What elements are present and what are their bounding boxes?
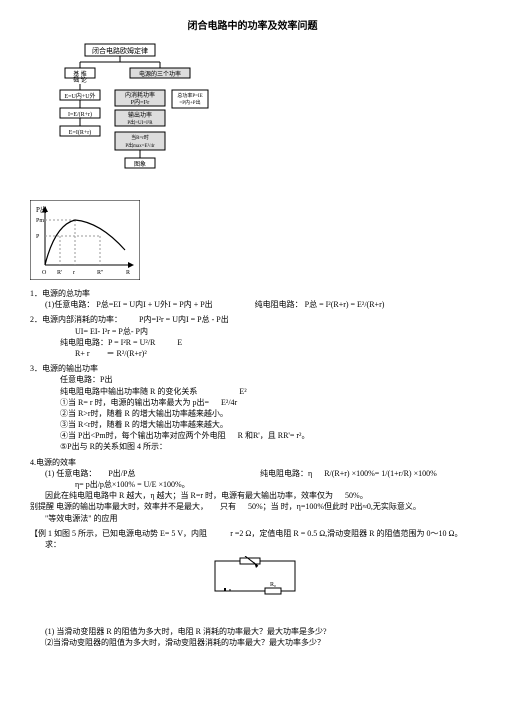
s4-l1rf2: 1/(1+r/R) ×100% xyxy=(381,469,436,478)
svg-text:总功率P=IE: 总功率P=IE xyxy=(177,92,202,99)
s3-head: 3．电源的输出功率 xyxy=(30,363,475,374)
fc-top: 闭合电路欧姆定律 xyxy=(92,46,148,55)
s4-l3m: 只有 xyxy=(220,502,236,511)
svg-text:P出=UI=I²R: P出=UI=I²R xyxy=(127,119,153,126)
s4-l1r: 纯电阻电路：η xyxy=(260,469,312,478)
svg-text:P出max=E²/4r: P出max=E²/4r xyxy=(125,142,155,149)
s2-l2a: UI= EI- I²r = P总- P内 xyxy=(75,326,475,337)
ex-head: 【例 1 如图 5 所示，已知电源电动势 E= 5 V，内阻 xyxy=(30,528,230,539)
svg-text:R: R xyxy=(126,270,130,276)
s4-l1m: P出/P总 xyxy=(108,469,135,478)
s4-l1l: (1) 任意电路： xyxy=(45,469,96,478)
s4-head: 4.电源的效率 xyxy=(30,457,475,468)
svg-text:E=U内+U外: E=U内+U外 xyxy=(64,92,95,100)
s3-i3: ③当 R<r时，随着 R 的增大输出功率越来越大。 xyxy=(60,419,475,430)
s1-l1l: (1)任意电路： xyxy=(45,300,94,309)
circuit-diagram: R₀ xyxy=(210,556,300,596)
svg-text:O: O xyxy=(42,270,47,276)
svg-text:E=I(R+r): E=I(R+r) xyxy=(69,129,91,136)
svg-text:R': R' xyxy=(57,270,62,276)
s3-i1: ①当 R= r 时，电源的输出功率最大为 p出= xyxy=(60,398,209,407)
svg-text:I=E/(R+r): I=E/(R+r) xyxy=(68,111,92,118)
s1-l1rf: P总 = I²(R+r) = E²/(R+r) xyxy=(305,300,385,309)
section-4: 4.电源的效率 (1) 任意电路： P出/P总 η= p出/p总×100% = … xyxy=(30,457,475,524)
page-title: 闭合电路中的功率及效率问题 xyxy=(30,20,475,34)
s3-sub2f: E² xyxy=(239,387,246,396)
s1-l1r: 纯电阻电路： xyxy=(255,299,303,310)
s2-head: 2．电源内部消耗的功率： xyxy=(30,315,122,324)
s4-l1f: η= p出/p总×100% = U/E ×100%。 xyxy=(75,480,190,489)
s3-sub1: 任意电路：P出 xyxy=(60,374,475,385)
s1-head: 1．电源的总功率 xyxy=(30,288,475,299)
s4-l2: 因此在纯电阻电路中 R 越大，η 越大；当 R=r 时，电源有最大输出功率，效率… xyxy=(45,491,333,500)
s3-sub2: 纯电阻电路中输出功率随 R 的变化关系 xyxy=(60,387,197,396)
svg-text:R'': R'' xyxy=(97,270,103,276)
ex-q2: ⑵当滑动变阻器的阻值为多大时，滑动变阻器消耗的功率最大？最大功率多少？ xyxy=(45,637,475,648)
s3-i4r: R 和R'，且 RR'= r²。 xyxy=(238,431,310,440)
s2-l2cr: ＝ xyxy=(107,349,115,358)
s3-i5: ⑤P出与 R的关系如图 4 所示： xyxy=(60,441,475,452)
section-2: 2．电源内部消耗的功率： P内=I²r = U内I = P总 - P出 UI= … xyxy=(30,314,475,359)
svg-text:R₀: R₀ xyxy=(270,582,276,588)
svg-text:图象: 图象 xyxy=(134,160,146,168)
svg-text:基 推: 基 推 xyxy=(73,70,87,78)
svg-text:P内=I²r: P内=I²r xyxy=(131,98,150,106)
s3-i2: ②当 R>r时，随着 R 的增大输出功率越来越小。 xyxy=(60,408,475,419)
section-3: 3．电源的输出功率 任意电路：P出 纯电阻电路中输出功率随 R 的变化关系 E²… xyxy=(30,363,475,453)
svg-text:当R=r时: 当R=r时 xyxy=(131,134,149,141)
ex-params: r =2 Ω，定值电阻 R = 0.5 Ω,滑动变阻器 R 的阻值范围为 0～1… xyxy=(230,529,462,538)
ex-head2: 求： xyxy=(45,539,230,550)
s2-l2bl: 纯电阻电路：P = I²R = xyxy=(60,338,138,347)
svg-text:=P内+P出: =P内+P出 xyxy=(179,99,200,106)
s2-l2cl: R+ r xyxy=(75,349,90,358)
s2-l2crr: R²/(R+r)² xyxy=(117,349,147,358)
s2-f1: P内=I²r = U内I = P总 - P出 xyxy=(139,315,229,324)
ex-q1: (1) 当滑动变阻器 R 的阻值为多大时，电阻 R 消耗的功率最大？最大功率是多… xyxy=(45,626,475,637)
svg-text:电源的三个功率: 电源的三个功率 xyxy=(139,70,181,78)
s1-l1f: P总=EI = U内I + U外I = P内 + P出 xyxy=(96,300,212,309)
s2-l2br: E xyxy=(177,338,182,347)
s4-l3v: 50%；当 时，η=100%但此时 P出≈0,无实际意义。 xyxy=(248,502,421,511)
s4-l1rf1: R/(R+r) ×100%= xyxy=(324,469,379,478)
s2-l2bm: U²/R xyxy=(140,338,156,347)
flowchart: 闭合电路欧姆定律 基 推 础 论 电源的三个功率 E=U内+U外 内消耗功率 P… xyxy=(30,42,475,192)
svg-text:r: r xyxy=(73,270,75,276)
s3-i1f: E²/4r xyxy=(221,398,237,407)
s4-l4: "等效电源法" 的应用 xyxy=(45,513,475,524)
svg-text:内消耗功率: 内消耗功率 xyxy=(125,91,155,99)
s3-i4: ④当 P出<Pm时，每个输出功率对应两个外电阻 xyxy=(60,431,226,440)
s4-l2v: 50%。 xyxy=(345,491,368,500)
example-1: 【例 1 如图 5 所示，已知电源电动势 E= 5 V，内阻 求： r =2 Ω… xyxy=(30,528,475,649)
svg-text:Pm: Pm xyxy=(36,218,44,224)
svg-text:P出: P出 xyxy=(36,205,47,214)
svg-text:输出功率: 输出功率 xyxy=(128,111,152,119)
output-power-graph: P出 Pm P O R' r R'' R xyxy=(30,200,475,280)
s4-l3l: 别提醒 电源的输出功率最大时，效率并不是最大， xyxy=(30,502,208,511)
section-1: 1．电源的总功率 (1)任意电路： P总=EI = U内I + U外I = P内… xyxy=(30,288,475,310)
svg-text:础 论: 础 论 xyxy=(73,76,87,84)
